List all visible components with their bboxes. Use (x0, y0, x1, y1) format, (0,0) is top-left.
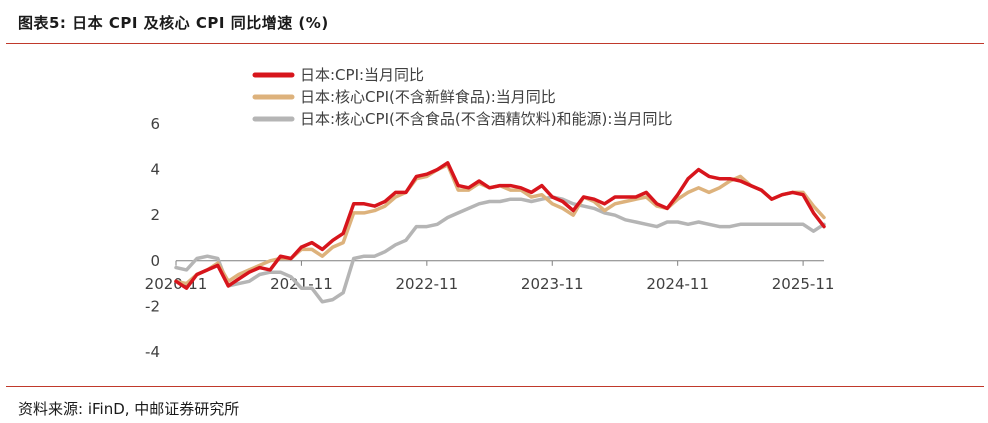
legend-label: 日本:核心CPI(不含新鲜食品):当月同比 (300, 88, 556, 106)
y-tick-label: 4 (150, 161, 160, 179)
y-tick-label: 2 (150, 206, 160, 224)
title-rule (6, 43, 984, 44)
x-tick-label: 2023-11 (521, 275, 584, 293)
legend-label: 日本:CPI:当月同比 (300, 66, 424, 84)
x-tick-label: 2022-11 (395, 275, 458, 293)
x-tick-label: 2020-11 (145, 275, 208, 293)
legend-label: 日本:核心CPI(不含食品(不含酒精饮料)和能源):当月同比 (300, 110, 672, 128)
footer-rule (6, 386, 984, 387)
y-tick-label: -4 (145, 343, 160, 361)
chart-plot-area: -4 -2 0 2 4 6 2020-11 2021-11 2022-11 2023-11 2024… (145, 66, 835, 361)
series-line (174, 161, 826, 290)
y-tick-label: -2 (145, 297, 160, 315)
x-tick-label: 2021-11 (270, 275, 333, 293)
y-tick-label: 6 (150, 115, 160, 133)
x-tick-label: 2024-11 (646, 275, 709, 293)
figure-title: 图表5: 日本 CPI 及核心 CPI 同比增速 (%) (18, 14, 329, 32)
y-tick-label: 0 (150, 252, 160, 270)
x-tick-label: 2025-11 (772, 275, 835, 293)
source-note: 资料来源: iFinD, 中邮证券研究所 (18, 400, 240, 418)
series-line (174, 195, 826, 304)
